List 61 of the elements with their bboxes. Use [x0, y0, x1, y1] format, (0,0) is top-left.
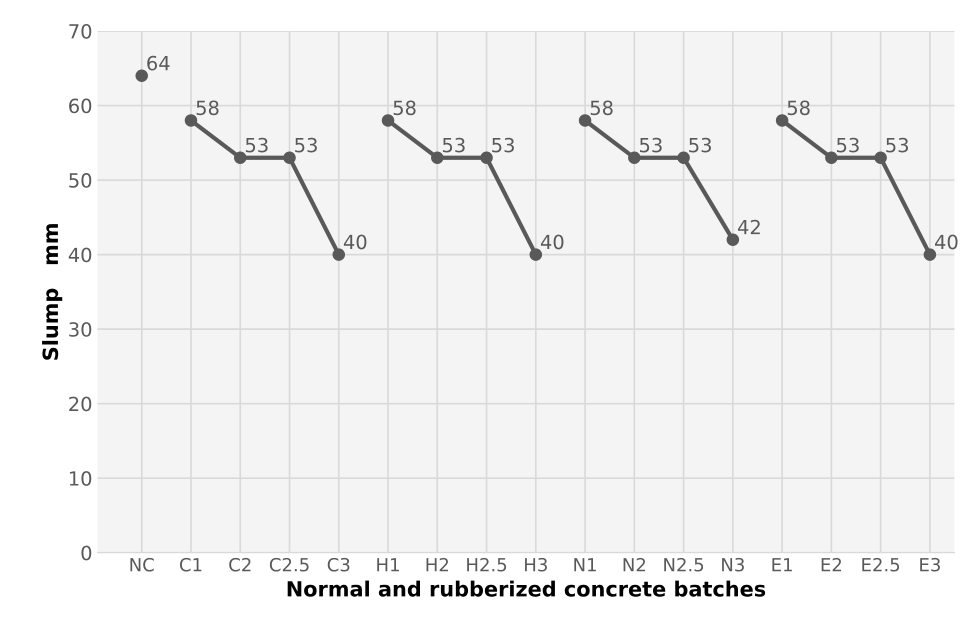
- data-label: 53: [689, 138, 711, 152]
- x-tick-label: E3: [920, 558, 940, 572]
- data-label: 53: [492, 138, 514, 152]
- y-tick-label: 0: [81, 546, 92, 560]
- y-tick-label: 30: [69, 322, 92, 337]
- data-label: 53: [886, 138, 908, 152]
- data-label: 53: [295, 138, 317, 152]
- data-label: 58: [196, 100, 219, 116]
- data-label: 53: [837, 138, 859, 152]
- point: [480, 151, 493, 164]
- y-tick-label: 10: [70, 471, 92, 486]
- x-tick-label: C2: [229, 558, 250, 572]
- y-tick-label: 60: [69, 98, 92, 114]
- x-tick-label: N3: [722, 558, 744, 572]
- y-tick-label: 70: [69, 24, 92, 39]
- point: [628, 151, 641, 164]
- point: [776, 114, 788, 127]
- point: [184, 114, 198, 127]
- x-tick-label: N2: [624, 558, 646, 572]
- y-tick-label: 40: [68, 248, 92, 262]
- point: [874, 151, 887, 164]
- x-tick-label: C1: [180, 558, 202, 572]
- point: [283, 151, 296, 164]
- x-tick-label: E1: [772, 558, 792, 572]
- data-label: 58: [590, 100, 613, 116]
- point: [530, 248, 542, 261]
- data-label: 40: [344, 234, 366, 250]
- x-tick-label: C3: [328, 558, 350, 572]
- point: [677, 151, 690, 164]
- point: [431, 151, 444, 164]
- data-label: 40: [935, 234, 958, 250]
- y-tick-label: 50: [69, 173, 92, 188]
- x-tick-label: N1: [574, 558, 596, 572]
- point: [234, 151, 247, 164]
- x-tick-label: H3: [525, 558, 547, 572]
- data-label: 53: [442, 138, 465, 152]
- point: [332, 248, 346, 261]
- point: [726, 233, 740, 246]
- x-tick-label: H1: [377, 558, 399, 572]
- data-label: 42: [738, 220, 760, 234]
- point: [135, 70, 148, 82]
- data-label: 58: [788, 100, 810, 116]
- x-tick-label: NC: [130, 558, 154, 572]
- point: [825, 151, 838, 164]
- point: [578, 114, 592, 127]
- x-tick-label: C2.5: [270, 558, 309, 572]
- data-label: 58: [394, 100, 416, 116]
- point: [382, 114, 394, 127]
- x-tick-label: E2: [822, 558, 842, 572]
- x-tick-label: N2.5: [664, 558, 704, 572]
- data-label: 53: [246, 138, 268, 152]
- x-tick-label: H2.5: [467, 558, 506, 572]
- data-label: 64: [147, 56, 170, 70]
- data-label: 40: [540, 234, 564, 250]
- point: [924, 248, 936, 261]
- data-label: 53: [640, 138, 662, 152]
- y-axis-title: Slump mm: [42, 224, 62, 360]
- y-tick-label: 20: [69, 396, 92, 412]
- x-tick-label: E2.5: [862, 558, 900, 572]
- x-axis-title: Normal and rubberized concrete batches: [288, 580, 766, 597]
- x-tick-label: H2: [426, 558, 448, 572]
